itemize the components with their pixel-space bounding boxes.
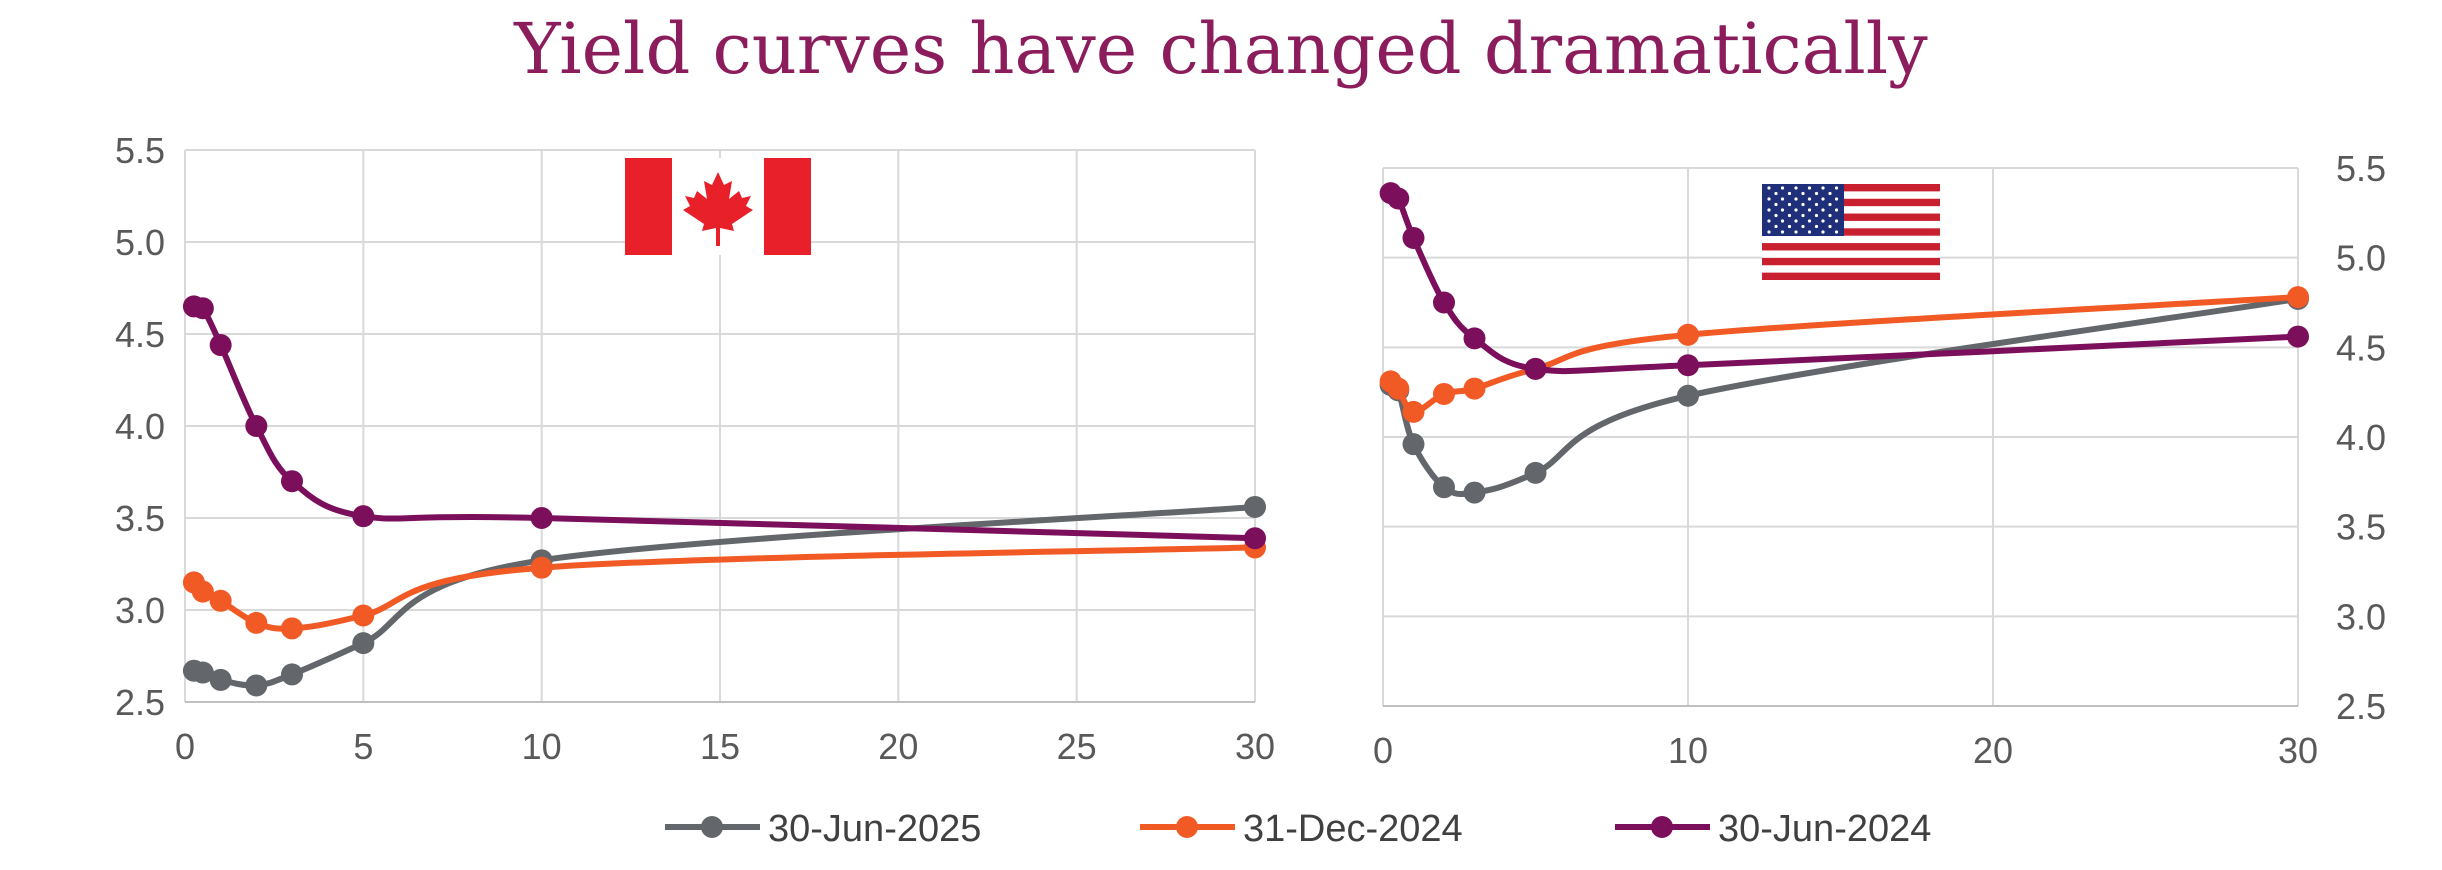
data-point <box>1387 187 1410 210</box>
data-point <box>1433 382 1455 405</box>
x-tick-label: 20 <box>1973 730 2013 771</box>
data-point <box>1402 400 1425 423</box>
legend-item: 30-Jun-2025 <box>665 808 981 850</box>
chart-title: Yield curves have changed dramatically <box>514 8 1928 90</box>
data-point <box>2287 286 2309 309</box>
legend-item: 30-Jun-2024 <box>1615 808 1931 850</box>
legend-marker <box>1176 816 1198 838</box>
x-tick-label: 10 <box>1668 730 1708 771</box>
data-point <box>1402 433 1425 456</box>
x-tick-label: 20 <box>878 726 918 767</box>
data-point <box>1463 327 1486 350</box>
data-point <box>191 580 214 603</box>
legend-marker <box>701 816 723 838</box>
data-point <box>1463 481 1486 504</box>
data-point <box>2287 325 2309 348</box>
data-point <box>209 334 232 357</box>
x-tick-label: 10 <box>522 726 562 767</box>
data-point <box>281 617 303 640</box>
y-tick-label: 3.5 <box>2336 507 2386 548</box>
data-point <box>1677 323 1699 346</box>
data-point <box>281 470 303 493</box>
legend-label: 30-Jun-2025 <box>768 808 981 850</box>
data-point <box>1524 461 1547 484</box>
series-line <box>190 301 1258 542</box>
data-point <box>245 415 268 437</box>
y-tick-label: 4.5 <box>2336 327 2386 368</box>
data-point <box>1387 377 1410 400</box>
x-tick-label: 0 <box>1373 730 1393 771</box>
data-point <box>191 297 214 320</box>
x-tick-label: 15 <box>700 726 740 767</box>
y-tick-label: 4.5 <box>115 314 165 355</box>
y-tick-label: 5.5 <box>2336 148 2386 189</box>
data-point <box>209 589 232 612</box>
data-point <box>1433 476 1455 499</box>
data-point <box>1524 357 1547 380</box>
data-point <box>245 674 268 697</box>
data-point <box>1402 226 1425 249</box>
canada-flag-icon <box>625 158 811 255</box>
data-point <box>1244 527 1266 550</box>
y-tick-label: 5.5 <box>115 130 165 171</box>
x-tick-label: 0 <box>175 726 195 767</box>
y-tick-label: 5.0 <box>115 222 165 263</box>
x-tick-label: 25 <box>1057 726 1097 767</box>
data-point <box>1677 384 1699 407</box>
canada-yield-chart: 2.5 3.0 3.5 4.0 4.5 5.0 5.5 0 5 10 15 20 25 30 <box>115 130 1275 767</box>
y-tick-label: 4.0 <box>2336 417 2386 458</box>
data-point <box>281 663 303 686</box>
x-tick-label: 5 <box>353 726 373 767</box>
legend-label: 31-Dec-2024 <box>1243 808 1463 850</box>
data-point <box>352 604 375 627</box>
y-tick-label: 5.0 <box>2336 238 2386 279</box>
legend-label: 30-Jun-2024 <box>1718 808 1931 850</box>
series-line <box>1387 294 2301 415</box>
y-tick-label: 2.5 <box>2336 686 2386 727</box>
series-line <box>1387 295 2301 498</box>
us-yield-chart: 2.5 3.0 3.5 4.0 4.5 5.0 5.5 0 10 20 30 <box>1373 148 2386 771</box>
data-point <box>1677 354 1699 377</box>
legend: 30-Jun-2025 31-Dec-2024 30-Jun-2024 <box>665 808 1931 850</box>
y-tick-label: 3.0 <box>2336 596 2386 637</box>
data-point <box>1244 495 1266 518</box>
y-tick-label: 2.5 <box>115 682 165 723</box>
data-point <box>1463 377 1486 400</box>
us-flag-icon <box>1762 184 1940 280</box>
data-point <box>530 556 553 579</box>
y-tick-label: 3.5 <box>115 498 165 539</box>
data-point <box>352 632 375 655</box>
data-point <box>1433 291 1455 314</box>
legend-item: 31-Dec-2024 <box>1140 808 1463 850</box>
data-point <box>530 507 553 529</box>
y-tick-label: 3.0 <box>115 590 165 631</box>
y-tick-label: 4.0 <box>115 406 165 447</box>
x-tick-label: 30 <box>1235 726 1275 767</box>
series-line <box>1387 190 2301 375</box>
data-point <box>245 611 268 634</box>
data-point <box>352 505 375 528</box>
x-tick-label: 30 <box>2278 730 2318 771</box>
data-point <box>209 668 232 691</box>
legend-marker <box>1651 816 1673 838</box>
data-point <box>191 661 214 684</box>
